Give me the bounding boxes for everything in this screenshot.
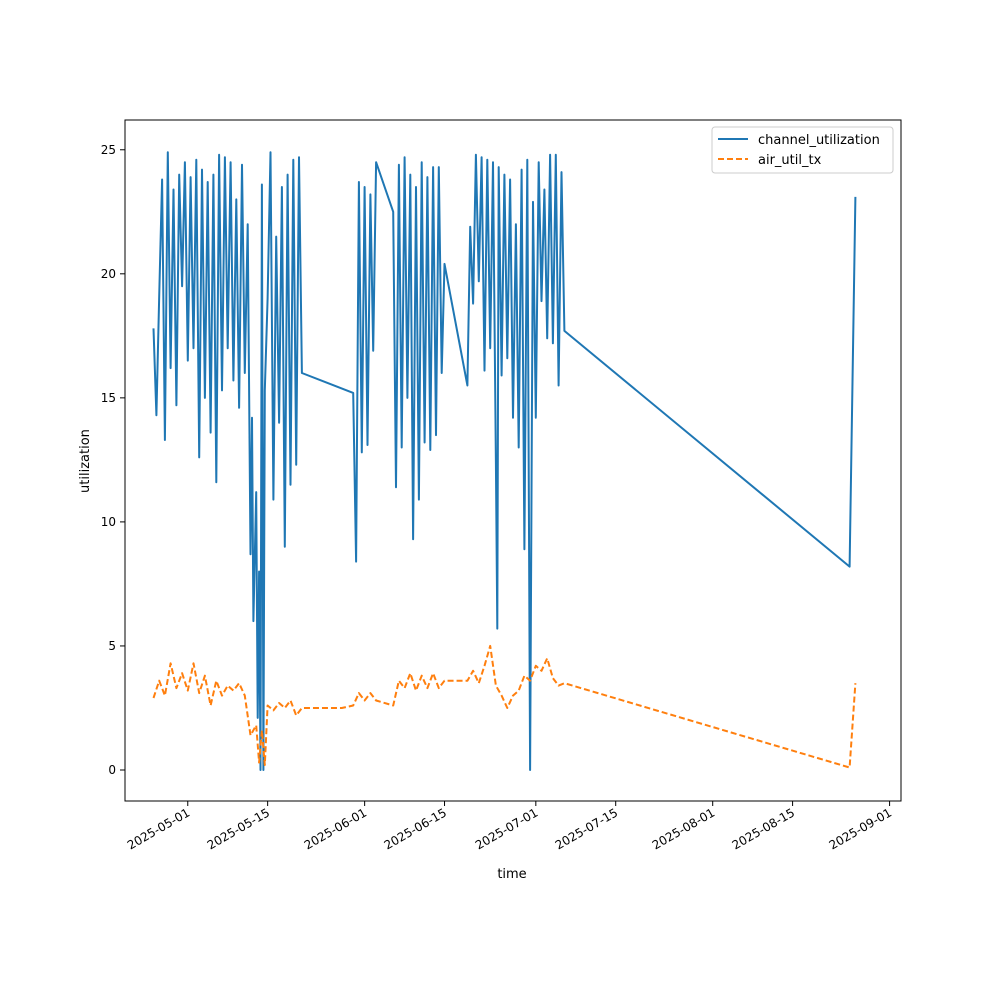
y-tick-label: 25 [101,143,116,157]
series-line-air-util-tx [152,644,857,769]
plot-area [152,151,857,771]
axes-frame [124,119,902,802]
series-line-channel-utilization [152,151,857,771]
legend-label-air-util-tx: air_util_tx [758,153,822,168]
x-axis-label: time [497,867,526,882]
y-axis: 0 5 10 15 20 25 [101,143,125,777]
legend-box [711,126,894,174]
legend-label-channel-utilization: channel_utilization [758,133,880,148]
y-tick-label: 0 [108,763,116,777]
y-tick-label: 20 [101,267,116,281]
y-tick-label: 5 [108,639,116,653]
y-tick-label: 15 [101,391,116,405]
legend: channel_utilization air_util_tx [711,126,894,174]
y-tick-label: 10 [101,515,116,529]
y-axis-label: utilization [78,429,93,493]
